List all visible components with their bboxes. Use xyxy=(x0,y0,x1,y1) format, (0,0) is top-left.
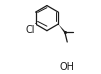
Text: Cl: Cl xyxy=(25,25,35,35)
Polygon shape xyxy=(58,24,65,33)
Text: OH: OH xyxy=(60,62,75,72)
